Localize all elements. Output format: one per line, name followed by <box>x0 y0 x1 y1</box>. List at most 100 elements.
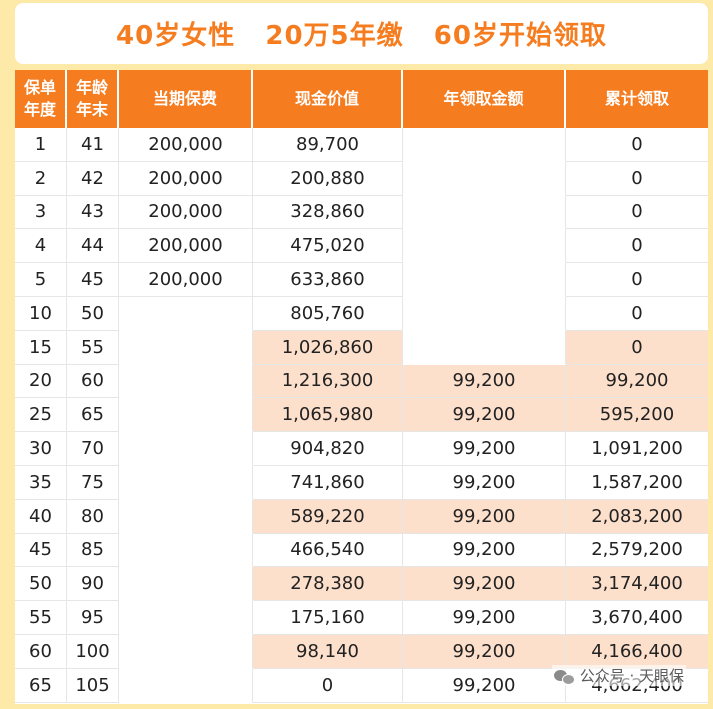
cell-cash: 0 <box>253 668 403 703</box>
cell-annual <box>403 263 566 297</box>
cell-annual: 99,200 <box>403 364 566 399</box>
header-age-line1: 年龄 <box>75 78 108 97</box>
table-row: 40 80 589,220 99,200 2,083,200 <box>15 499 708 534</box>
cell-cum: 2,083,200 <box>566 499 708 534</box>
cell-cum: 3,670,400 <box>566 601 708 635</box>
table-row: 5 45 200,000 633,860 0 <box>15 263 708 297</box>
cell-cash: 475,020 <box>253 229 403 264</box>
cell-cash: 805,760 <box>253 297 403 331</box>
cell-age: 90 <box>67 567 119 602</box>
cell-premium <box>119 466 253 500</box>
table-row: 60 100 98,140 99,200 4,166,400 <box>15 635 708 669</box>
cell-annual: 99,200 <box>403 635 566 669</box>
cell-premium <box>119 533 253 568</box>
cell-year: 55 <box>15 601 67 635</box>
cell-cash: 98,140 <box>253 635 403 669</box>
cell-cum: 595,200 <box>566 398 708 433</box>
table-row: 45 85 466,540 99,200 2,579,200 <box>15 533 708 568</box>
cell-annual: 99,200 <box>403 601 566 635</box>
wechat-icon <box>553 668 575 685</box>
cell-annual <box>403 297 566 331</box>
cell-age: 70 <box>67 432 119 466</box>
cell-age: 105 <box>67 668 119 703</box>
cell-year: 1 <box>15 128 67 162</box>
title-spacer-2 <box>404 19 434 49</box>
cell-annual <box>403 330 566 365</box>
title-banner: 40岁女性 20万5年缴 60岁开始领取 <box>15 3 708 64</box>
cell-premium <box>119 330 253 365</box>
table-header: 保单 年度 年龄 年末 当期保费 现金价值 年领取金额 累计领取 <box>15 70 708 128</box>
cell-age: 100 <box>67 635 119 669</box>
table-row: 1 41 200,000 89,700 0 <box>15 128 708 162</box>
cell-age: 75 <box>67 466 119 500</box>
cell-cum: 4,166,400 <box>566 635 708 669</box>
title-part-1: 40岁女性 <box>116 21 236 51</box>
cell-cash: 328,860 <box>253 195 403 230</box>
cell-premium <box>119 499 253 534</box>
table-row: 20 60 1,216,300 99,200 99,200 <box>15 364 708 399</box>
header-cumulative: 累计领取 <box>566 70 708 128</box>
cell-cum: 0 <box>566 229 708 264</box>
cell-premium <box>119 635 253 669</box>
cell-age: 50 <box>67 297 119 331</box>
cell-year: 65 <box>15 668 67 703</box>
cell-year: 4 <box>15 229 67 264</box>
watermark: 公众号 · 天眼保 <box>551 665 686 686</box>
cell-age: 43 <box>67 195 119 230</box>
cell-year: 5 <box>15 263 67 297</box>
cell-cum: 0 <box>566 162 708 196</box>
cell-premium <box>119 297 253 331</box>
cell-cash: 1,065,980 <box>253 398 403 433</box>
cell-age: 95 <box>67 601 119 635</box>
cell-cash: 589,220 <box>253 499 403 534</box>
cell-cum: 0 <box>566 297 708 331</box>
cell-age: 60 <box>67 364 119 399</box>
cell-cum: 2,579,200 <box>566 534 708 568</box>
cell-annual <box>403 128 566 162</box>
table-row: 4 44 200,000 475,020 0 <box>15 229 708 264</box>
cell-cum: 0 <box>566 330 708 365</box>
cell-premium <box>119 567 253 602</box>
cell-year: 60 <box>15 635 67 669</box>
cell-annual: 99,200 <box>403 466 566 500</box>
cell-premium: 200,000 <box>119 195 253 230</box>
table-row: 10 50 805,760 0 <box>15 297 708 331</box>
cell-cash: 741,860 <box>253 466 403 500</box>
header-premium: 当期保费 <box>119 70 253 128</box>
cell-age: 42 <box>67 161 119 196</box>
cell-year: 3 <box>15 195 67 230</box>
title-spacer-1 <box>235 19 265 49</box>
cell-cum: 99,200 <box>566 364 708 399</box>
cell-year: 20 <box>15 364 67 399</box>
table-row: 35 75 741,860 99,200 1,587,200 <box>15 466 708 500</box>
benefit-table: 保单 年度 年龄 年末 当期保费 现金价值 年领取金额 累计领取 1 41 200,… <box>15 70 708 704</box>
cell-year: 25 <box>15 398 67 433</box>
cell-cum: 0 <box>566 263 708 297</box>
cell-age: 44 <box>67 229 119 264</box>
cell-year: 2 <box>15 161 67 196</box>
cell-cum: 1,587,200 <box>566 466 708 500</box>
cell-cum: 0 <box>566 128 708 162</box>
cell-annual: 99,200 <box>403 398 566 433</box>
cell-cash: 89,700 <box>253 128 403 162</box>
cell-annual <box>403 195 566 230</box>
cell-premium: 200,000 <box>119 161 253 196</box>
cell-year: 10 <box>15 297 67 331</box>
table-row: 3 43 200,000 328,860 0 <box>15 195 708 230</box>
cell-premium: 200,000 <box>119 128 253 162</box>
header-cash-value: 现金价值 <box>253 70 403 128</box>
cell-annual <box>403 229 566 264</box>
cell-premium <box>119 668 253 703</box>
title-part-3: 60岁开始领取 <box>433 21 607 51</box>
cell-premium <box>119 601 253 635</box>
watermark-text: 公众号 · 天眼保 <box>579 667 684 685</box>
cell-cum: 0 <box>566 196 708 230</box>
cell-year: 50 <box>15 567 67 602</box>
header-age-line2: 年末 <box>75 100 108 119</box>
cell-cash: 278,380 <box>253 567 403 602</box>
table-row: 2 42 200,000 200,880 0 <box>15 161 708 196</box>
cell-age: 85 <box>67 533 119 568</box>
cell-year: 40 <box>15 499 67 534</box>
cell-cash: 1,026,860 <box>253 330 403 365</box>
cell-cum: 1,091,200 <box>566 432 708 466</box>
